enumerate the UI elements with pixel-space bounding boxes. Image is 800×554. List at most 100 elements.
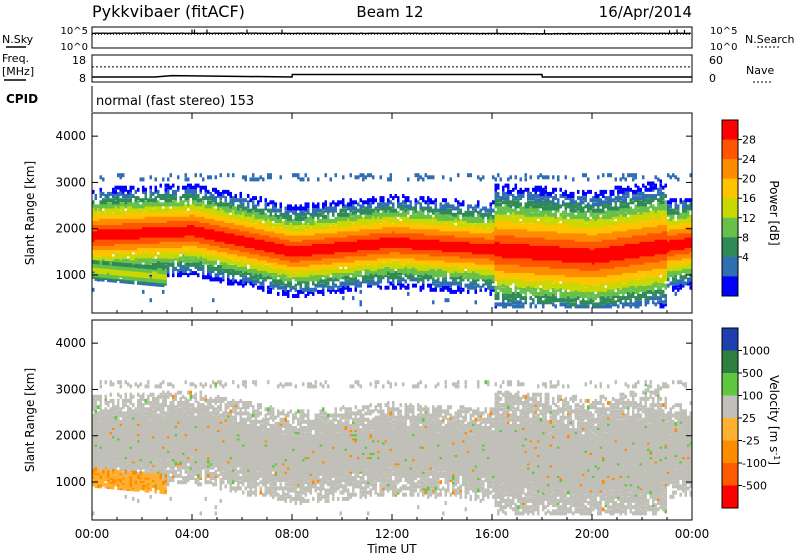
heatmap-cell [367, 275, 370, 280]
heatmap-cell [137, 212, 140, 217]
heatmap-cell [297, 264, 300, 269]
heatmap-cell [114, 200, 117, 205]
heatmap-cell [179, 196, 182, 201]
heatmap-cell [94, 196, 97, 201]
heatmap-cell [202, 246, 205, 251]
heatmap-cell [269, 237, 272, 242]
heatmap-cell [229, 250, 232, 255]
heatmap-cell [94, 239, 97, 244]
heatmap-cell [184, 185, 187, 190]
heatmap-cell [224, 239, 227, 244]
heatmap-cell [284, 283, 287, 288]
heatmap-cell [157, 189, 160, 194]
heatmap-cell [277, 208, 280, 213]
heatmap-cell [349, 256, 352, 261]
heatmap-cell [359, 273, 362, 278]
heatmap-cell [182, 269, 185, 273]
heatmap-cell [204, 221, 207, 226]
heatmap-cell [287, 210, 290, 215]
heatmap-cell [94, 235, 97, 240]
heatmap-cell [362, 204, 365, 209]
heatmap-cell [377, 273, 380, 278]
noise-right-label: N.Search [745, 33, 795, 46]
heatmap-cell [144, 248, 147, 253]
heatmap-cell [94, 227, 97, 232]
heatmap-cell [224, 269, 227, 273]
heatmap-cell [309, 252, 312, 257]
heatmap-cell [107, 237, 110, 242]
heatmap-cell [164, 233, 167, 238]
heatmap-cell [352, 206, 355, 211]
heatmap-cell [254, 264, 257, 269]
heatmap-cell [234, 279, 237, 284]
heatmap-cell [237, 269, 240, 273]
heatmap-cell [419, 269, 422, 273]
heatmap-cell [202, 231, 205, 236]
heatmap-cell [419, 223, 422, 228]
heatmap-cell [279, 281, 282, 286]
heatmap-cell [407, 231, 410, 236]
heatmap-cell [224, 260, 227, 265]
heatmap-cell [182, 214, 185, 219]
heatmap-cell [322, 206, 325, 211]
heatmap-cell [397, 223, 400, 228]
heatmap-cell [317, 277, 320, 282]
heatmap-cell [364, 233, 367, 238]
heatmap-cell [342, 223, 345, 228]
heatmap-cell [97, 212, 100, 217]
heatmap-cell [417, 277, 420, 282]
heatmap-cell [129, 231, 132, 236]
heatmap-cell [229, 206, 232, 211]
heatmap-cell [234, 206, 237, 211]
heatmap-cell [389, 223, 392, 228]
heatmap-cell [189, 237, 192, 242]
heatmap-cell [392, 250, 395, 255]
heatmap-cell [262, 262, 265, 267]
heatmap-cell [122, 189, 125, 194]
heatmap-cell [207, 254, 210, 259]
heatmap-cell [402, 252, 405, 257]
heatmap-cell [117, 214, 120, 219]
heatmap-cell [277, 219, 280, 223]
heatmap-cell [149, 227, 152, 232]
heatmap-cell [149, 221, 152, 226]
heatmap-cell [362, 246, 365, 251]
heatmap-cell [137, 223, 140, 228]
heatmap-cell [92, 227, 95, 232]
heatmap-cell [147, 239, 150, 244]
heatmap-cell [107, 202, 110, 207]
noise-panel-frame [91, 26, 693, 49]
heatmap-cell [339, 235, 342, 240]
heatmap-cell [322, 252, 325, 257]
heatmap-cell [262, 269, 265, 273]
heatmap-cell [319, 237, 322, 242]
heatmap-cell [277, 248, 280, 253]
heatmap-cell [329, 231, 332, 236]
heatmap-cell [364, 246, 367, 251]
heatmap-cell [284, 233, 287, 238]
heatmap-cell [419, 239, 422, 244]
heatmap-cell [149, 248, 152, 253]
heatmap-cell [329, 233, 332, 238]
heatmap-cell [272, 208, 275, 213]
heatmap-cell [419, 231, 422, 236]
heatmap-cell [117, 202, 120, 207]
heatmap-cell [219, 244, 222, 248]
heatmap-cell [287, 258, 290, 263]
heatmap-cell [379, 273, 382, 278]
heatmap-cell [317, 235, 320, 240]
heatmap-cell [127, 200, 130, 205]
heatmap-cell [287, 237, 290, 242]
heatmap-cell [369, 244, 372, 248]
heatmap-cell [362, 227, 365, 232]
heatmap-cell [407, 210, 410, 215]
heatmap-cell [242, 256, 245, 261]
heatmap-cell [182, 258, 185, 263]
heatmap-cell [352, 296, 355, 301]
heatmap-cell [332, 212, 335, 217]
heatmap-cell [354, 175, 357, 180]
heatmap-cell [192, 248, 195, 253]
heatmap-cell [384, 269, 387, 273]
heatmap-cell [379, 219, 382, 223]
heatmap-cell [262, 210, 265, 215]
